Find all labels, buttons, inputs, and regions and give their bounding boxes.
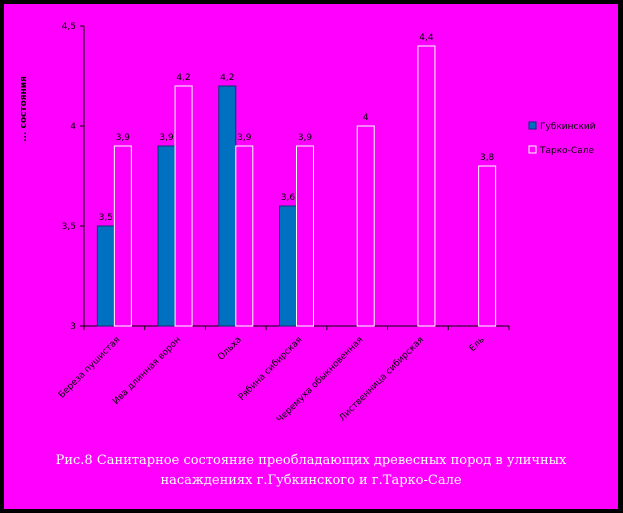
caption-line-1: Рис.8 Санитарное состояние преобладающих… [55, 453, 567, 468]
bar-value-label: 4,2 [220, 73, 234, 83]
bar-value-label: 3,9 [298, 133, 313, 143]
legend-label-gubkinsky: Губкинский [540, 122, 596, 132]
x-category-label: Ива длинная ворон [111, 335, 183, 407]
bar-gubkinsky [157, 145, 176, 327]
bar-gubkinsky [279, 205, 297, 327]
bar-value-label: 4,2 [176, 73, 190, 83]
bar-chart: 3 3,5 4 4,5 ... состояния 3,5 3,9 4,2 3,6 3,9 4,2 3… [19, 22, 596, 425]
bar-value-label: 3,6 [281, 193, 296, 203]
legend-label-tarko-sale: Тарко-Сале [539, 146, 594, 156]
y-tick-label: 4 [70, 122, 76, 132]
x-category-label: Рябина сибирская [237, 335, 305, 403]
legend-swatch-gubkinsky [528, 121, 537, 130]
y-tick-label: 3,5 [62, 222, 76, 232]
bar-gubkinsky [218, 85, 237, 327]
bar-tarko-sale [296, 145, 314, 327]
y-tick-label: 4,5 [62, 22, 76, 32]
bar-tarko-sale [235, 145, 254, 327]
y-tick-label: 3 [70, 322, 76, 332]
bar-tarko-sale [356, 125, 375, 327]
bar-value-label: 3,8 [480, 153, 495, 163]
x-category-label: Ольха [216, 335, 244, 363]
bar-value-label: 3,9 [116, 133, 131, 143]
bar-tarko-sale [417, 45, 436, 327]
figure-caption: Рис.8 Санитарное состояние преобладающих… [4, 451, 618, 491]
x-category-label: Береза пушистая [57, 335, 122, 400]
chart-frame: 3 3,5 4 4,5 ... состояния 3,5 3,9 4,2 3,6 3,9 4,2 3… [4, 4, 618, 509]
bar-value-label: 4 [363, 113, 369, 123]
bar-value-label: 3,5 [99, 213, 113, 223]
bar-tarko-sale [113, 145, 132, 327]
y-axis-title: ... состояния [19, 76, 29, 142]
bar-value-label: 3,9 [159, 133, 174, 143]
x-category-label: Ель [468, 335, 487, 354]
bar-value-label: 3,9 [237, 133, 252, 143]
bar-tarko-sale [174, 85, 193, 327]
bar-gubkinsky [96, 225, 115, 327]
bar-value-label: 4,4 [419, 33, 434, 43]
legend-swatch-tarko-sale [528, 145, 537, 154]
caption-line-2: насаждениях г.Губкинского и г.Тарко-Сале [160, 473, 462, 488]
bar-tarko-sale [478, 165, 497, 327]
